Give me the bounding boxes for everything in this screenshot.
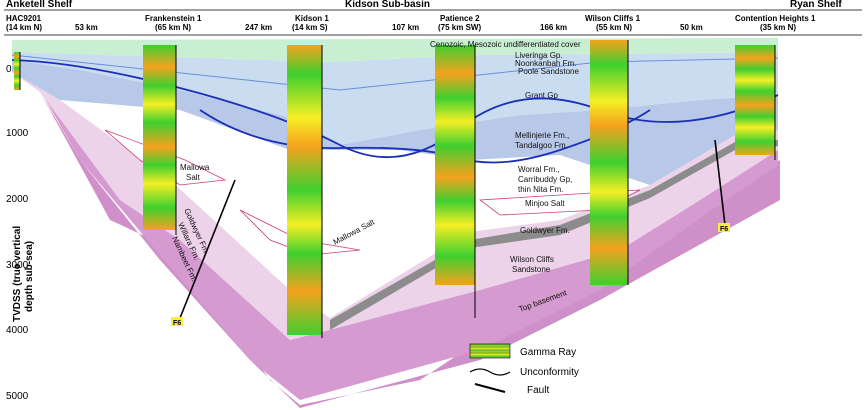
legend-unconformity-label: Unconformity <box>520 367 579 378</box>
well-headers: HAC9201 (14 km N) Frankenstein 1 (65 km … <box>6 14 816 32</box>
fm-liveringa: Liveringa Gp. <box>515 51 563 60</box>
fm-mellinjerie-2: Tandalgoo Fm. <box>515 141 568 150</box>
depth-tick-0: 0 <box>6 64 12 75</box>
cover-layer <box>12 38 778 62</box>
well-patience-name: Patience 2 <box>440 14 480 23</box>
sub-basin-label: Kidson Sub-basin <box>345 0 430 10</box>
legend: Gamma Ray Unconformity Fault <box>469 343 579 396</box>
fm-mallowa-kidson: Mallowa Salt <box>332 217 377 247</box>
distance-2: 247 km <box>245 23 272 32</box>
well-patience-sub: (75 km SW) <box>438 23 481 32</box>
log-contention <box>735 45 775 155</box>
log-hac9201 <box>14 52 20 90</box>
distance-1: 53 km <box>75 23 98 32</box>
fm-worral-3: thin Nita Fm. <box>518 185 563 194</box>
fm-noonkanbah: Noonkanbah Fm. <box>515 59 576 68</box>
fault-right <box>714 139 726 226</box>
well-contention-sub: (35 km N) <box>760 23 796 32</box>
fault-label-box-left <box>171 317 183 326</box>
fm-minjoo: Minjoo Salt <box>525 199 565 208</box>
well-hac9201-sub: (14 km N) <box>6 23 42 32</box>
well-frankenstein-name: Frankenstein 1 <box>145 14 202 23</box>
legend-gamma-swatch <box>469 343 511 359</box>
well-sticks <box>19 40 776 338</box>
fm-worral-1: Worral Fm., <box>518 165 560 174</box>
log-frankenstein <box>143 45 176 230</box>
fault-label-right: F6 <box>720 226 728 233</box>
left-shelf-label: Anketell Shelf <box>6 0 73 10</box>
distance-5: 50 km <box>680 23 703 32</box>
fault-label-box-right <box>718 223 730 232</box>
fm-goldwyer: Goldwyer Fm. <box>520 226 570 235</box>
well-wilson-name: Wilson Cliffs 1 <box>585 14 641 23</box>
well-contention-name: Contention Heights 1 <box>735 14 816 23</box>
fm-wilson-1: Wilson Cliffs <box>510 255 554 264</box>
fm-mellinjerie-1: Mellinjerie Fm., <box>515 131 569 140</box>
depth-tick-3000: 3000 <box>6 260 29 271</box>
legend-fault-swatch <box>474 383 506 393</box>
depth-axis: 0 1000 2000 3000 4000 5000 TVDSS (true v… <box>6 64 35 402</box>
depth-axis-label-2: depth sub-sea) <box>24 241 35 312</box>
fm-mallowa-2: Salt <box>186 173 201 182</box>
magenta-deep <box>40 90 778 400</box>
fm-mallowa-1: Mallowa <box>180 163 210 172</box>
region-header: Anketell Shelf Kidson Sub-basin Ryan She… <box>4 0 862 36</box>
faults <box>179 139 726 319</box>
depth-tick-5000: 5000 <box>6 391 29 402</box>
well-wilson-sub: (55 km N) <box>596 23 632 32</box>
distance-4: 166 km <box>540 23 567 32</box>
distances: 53 km 247 km 107 km 166 km 50 km <box>75 23 703 32</box>
well-kidson-name: Kidson 1 <box>295 14 329 23</box>
legend-gamma-label: Gamma Ray <box>520 347 576 358</box>
depth-tick-1000: 1000 <box>6 128 29 139</box>
legend-unconformity-swatch <box>469 368 511 376</box>
well-logs <box>14 40 775 335</box>
depth-tick-2000: 2000 <box>6 194 29 205</box>
distance-3: 107 km <box>392 23 419 32</box>
well-kidson-sub: (14 km S) <box>292 23 328 32</box>
log-wilson <box>590 40 628 285</box>
well-frankenstein-sub: (65 km N) <box>155 23 191 32</box>
depth-axis-label-1: TVDSS (true vertical <box>12 226 23 322</box>
fm-cover: Cenozoic, Mesozoic undifferentiated cove… <box>430 40 581 49</box>
grant-layer <box>12 60 778 185</box>
well-hac9201-name: HAC9201 <box>6 14 42 23</box>
fault-label-left: F6 <box>173 320 181 327</box>
fm-grant: Grant Gp <box>525 91 558 100</box>
goldwyer-band <box>330 140 778 330</box>
fm-wilson-2: Sandstone <box>512 265 551 274</box>
log-kidson <box>287 45 322 335</box>
depth-tick-4000: 4000 <box>6 325 29 336</box>
fault-left <box>179 179 236 319</box>
basin-layers <box>12 38 780 408</box>
fm-worral-2: Carribuddy Gp, <box>518 175 572 184</box>
right-shelf-label: Ryan Shelf <box>790 0 842 10</box>
fm-poole: Poole Sandstone <box>518 67 579 76</box>
legend-fault-label: Fault <box>527 385 549 396</box>
log-patience <box>435 45 475 285</box>
